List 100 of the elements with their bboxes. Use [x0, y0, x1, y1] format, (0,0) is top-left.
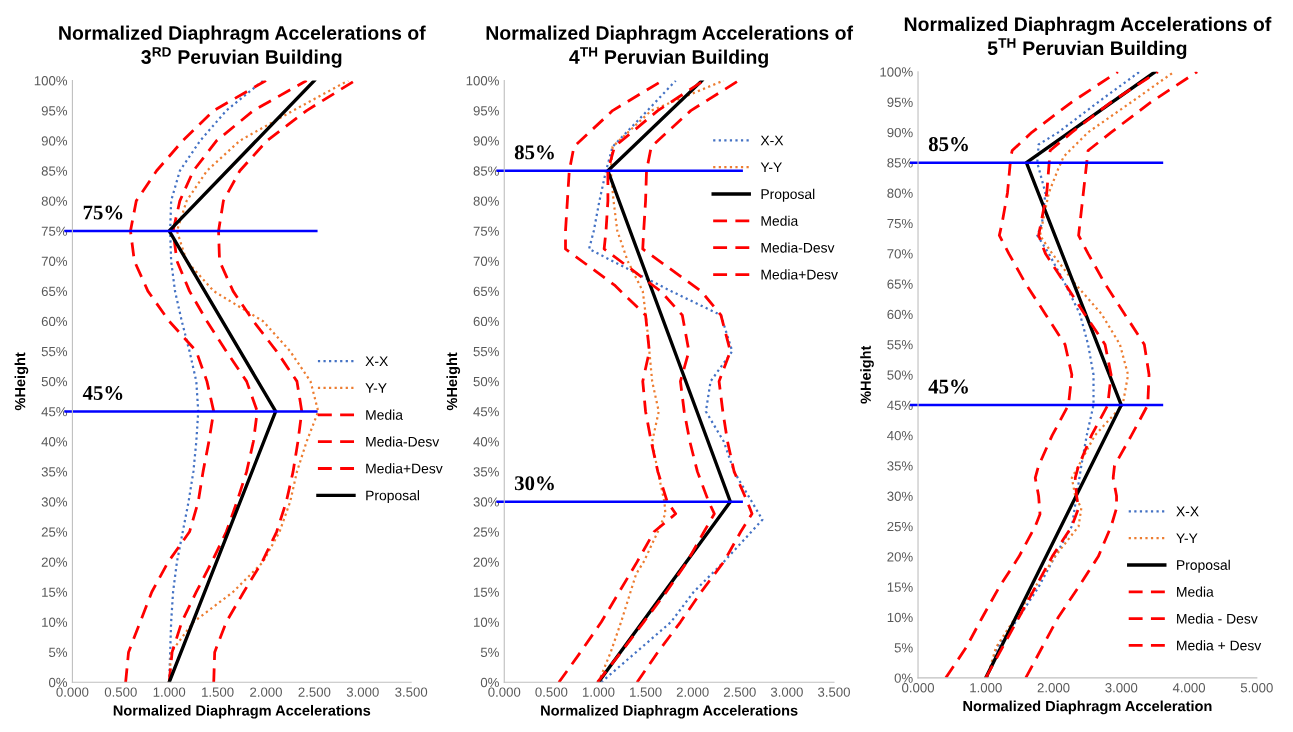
- y-tick-label: 60%: [41, 316, 68, 327]
- y-tick-label: 50%: [473, 376, 499, 387]
- y-tick-label: 50%: [41, 376, 68, 387]
- y-tick-label: 85%: [887, 158, 913, 168]
- y-tick-label: 10%: [887, 612, 913, 623]
- legend-label: Media - Desv: [1177, 613, 1258, 624]
- y-tick-label: 40%: [473, 437, 499, 447]
- y-tick-label: 0%: [480, 677, 499, 688]
- y-tick-label: 25%: [887, 521, 913, 532]
- y-tick-label: 75%: [887, 218, 913, 229]
- x-tick-label: 2.000: [676, 687, 709, 697]
- x-tick-label: 1.000: [153, 687, 186, 697]
- chart-title: Normalized Diaphragm Accelerations of 5$^{TH}$ Peruvian Building: [904, 16, 1272, 60]
- x-tick-label: 3.000: [1105, 683, 1138, 693]
- y-tick-label: 15%: [42, 587, 68, 597]
- y-tick-label: 65%: [473, 286, 499, 297]
- y-tick-label: 70%: [473, 256, 499, 266]
- y-tick-label: 40%: [887, 430, 913, 441]
- y-tick-label: 10%: [474, 617, 499, 627]
- chart-title: Normalized Diaphragm Accelerations of 3$^{RD}$ Peruvian Building: [59, 25, 426, 68]
- legend-label: Proposal: [1177, 559, 1230, 573]
- y-tick-label: 95%: [887, 97, 913, 107]
- x-axis-title: Normalized Diaphragm Accelerations: [541, 704, 798, 719]
- y-tick-label: 45%: [887, 400, 913, 410]
- x-tick-label: 3.500: [817, 687, 850, 697]
- x-tick-label: 1.000: [970, 683, 1002, 693]
- x-tick-label: 2.000: [1037, 683, 1070, 693]
- y-tick-label: 0%: [894, 673, 913, 683]
- y-tick-label: 60%: [473, 316, 499, 327]
- legend-label: Media+Desv: [366, 463, 443, 474]
- line-series: [124, 80, 268, 683]
- legend-label: Y-Y: [1176, 533, 1198, 543]
- x-tick-label: 1.500: [202, 687, 234, 697]
- y-tick-label: 10%: [42, 617, 68, 627]
- legend-label: Media: [366, 409, 403, 420]
- y-tick-label: 90%: [887, 127, 913, 138]
- y-tick-label: 40%: [41, 437, 68, 447]
- y-tick-label: 80%: [41, 196, 68, 206]
- y-tick-label: 5%: [894, 643, 913, 653]
- y-tick-label: 45%: [41, 407, 68, 417]
- x-tick-label: 1.000: [582, 687, 615, 697]
- legend-label: Media-Desv: [761, 242, 835, 253]
- legend-label: Media+Desv: [761, 269, 838, 280]
- y-tick-label: 95%: [41, 106, 68, 116]
- ref-line-label: 85%: [514, 145, 554, 160]
- ref-line-label: 45%: [928, 379, 968, 394]
- y-tick-label: 35%: [473, 467, 499, 477]
- x-axis-title: Normalized Diaphragm Accelerations: [113, 704, 371, 719]
- y-tick-label: 100%: [880, 67, 913, 77]
- y-tick-label: 80%: [473, 196, 499, 206]
- y-tick-label: 20%: [41, 557, 68, 567]
- y-tick-label: 35%: [41, 467, 68, 477]
- y-axis-title: %Height: [860, 345, 874, 404]
- legend-label: X-X: [760, 135, 784, 146]
- line-series: [635, 80, 754, 683]
- y-tick-label: 50%: [887, 370, 913, 380]
- y-tick-label: 45%: [473, 407, 499, 417]
- y-tick-label: 5%: [49, 647, 68, 658]
- y-tick-label: 55%: [473, 346, 499, 357]
- x-tick-label: 5.000: [1240, 683, 1273, 693]
- y-tick-label: 25%: [41, 527, 68, 537]
- y-tick-label: 75%: [473, 226, 499, 236]
- y-tick-label: 85%: [473, 166, 499, 176]
- y-tick-label: 70%: [887, 249, 913, 259]
- y-tick-label: 90%: [41, 136, 68, 146]
- x-tick-label: 0.500: [104, 687, 137, 697]
- y-tick-label: 5%: [480, 647, 499, 658]
- y-axis-title: %Height: [446, 352, 461, 411]
- x-tick-label: 0.000: [56, 687, 89, 697]
- y-tick-label: 25%: [473, 527, 499, 537]
- x-tick-label: 3.000: [346, 687, 379, 697]
- y-tick-label: 55%: [41, 346, 68, 357]
- x-tick-label: 2.500: [723, 687, 756, 697]
- y-tick-label: 60%: [887, 309, 913, 320]
- ref-line-label: 85%: [928, 137, 968, 152]
- x-axis-title: Normalized Diaphragm Acceleration: [963, 700, 1212, 715]
- legend-label: Proposal: [761, 188, 815, 202]
- y-tick-label: 0%: [48, 677, 68, 688]
- x-tick-label: 0.500: [535, 687, 568, 697]
- y-tick-label: 100%: [466, 76, 499, 86]
- x-tick-label: 0.000: [902, 683, 935, 693]
- y-tick-label: 100%: [34, 76, 68, 86]
- legend-label: Proposal: [366, 490, 420, 504]
- y-tick-label: 55%: [887, 340, 913, 350]
- y-tick-label: 65%: [41, 286, 68, 297]
- y-tick-label: 85%: [41, 166, 68, 176]
- legend-label: Media: [1177, 586, 1214, 597]
- x-tick-label: 3.000: [770, 687, 803, 697]
- legend-label: Media: [761, 215, 799, 226]
- y-tick-label: 95%: [473, 106, 499, 116]
- chart-title: Normalized Diaphragm Accelerations of 4$^{TH}$ Peruvian Building: [486, 25, 854, 68]
- ref-line-label: 30%: [514, 476, 554, 491]
- y-tick-label: 30%: [887, 491, 913, 501]
- x-tick-label: 2.500: [298, 687, 331, 697]
- y-tick-label: 15%: [887, 582, 913, 592]
- y-tick-label: 20%: [887, 552, 913, 562]
- x-tick-label: 2.000: [250, 687, 282, 697]
- x-tick-label: 4.000: [1172, 683, 1206, 693]
- legend-label: Media + Desv: [1177, 640, 1262, 651]
- y-tick-label: 75%: [41, 226, 68, 236]
